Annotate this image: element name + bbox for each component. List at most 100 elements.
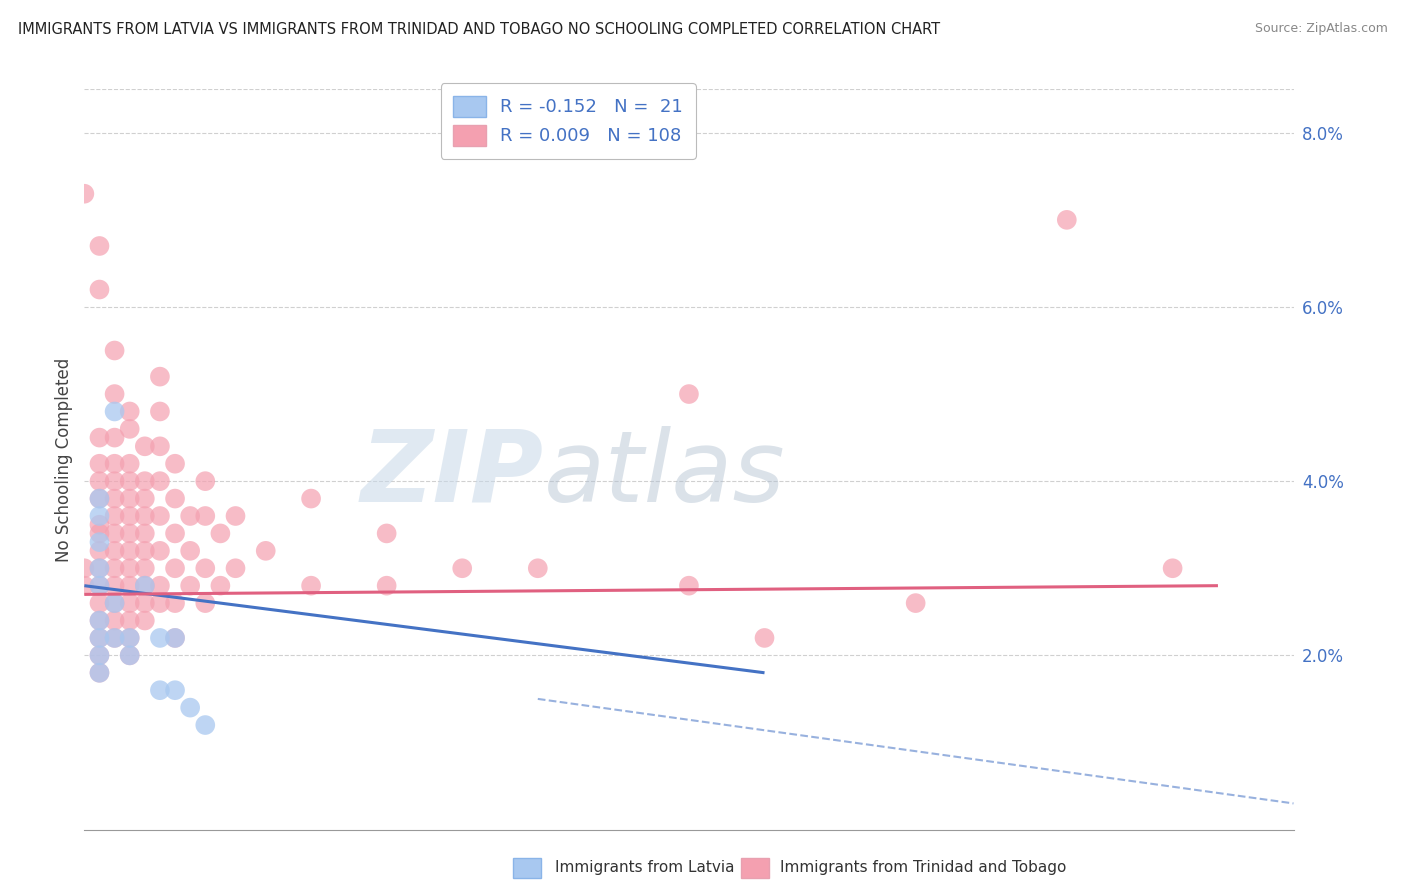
Point	[118, 526, 141, 541]
Point	[149, 544, 172, 558]
Point	[118, 544, 141, 558]
Point	[104, 474, 127, 488]
Point	[89, 561, 111, 575]
Point	[89, 665, 111, 680]
Point	[165, 491, 187, 506]
Point	[134, 579, 156, 593]
Point	[134, 544, 156, 558]
Point	[89, 579, 111, 593]
Text: IMMIGRANTS FROM LATVIA VS IMMIGRANTS FROM TRINIDAD AND TOBAGO NO SCHOOLING COMPL: IMMIGRANTS FROM LATVIA VS IMMIGRANTS FRO…	[18, 22, 941, 37]
Point	[134, 579, 156, 593]
Point	[89, 474, 111, 488]
Point	[134, 439, 156, 453]
Point	[179, 700, 201, 714]
Point	[179, 579, 201, 593]
Point	[89, 491, 111, 506]
Point	[149, 369, 172, 384]
Point	[209, 579, 232, 593]
Point	[149, 439, 172, 453]
Point	[104, 457, 127, 471]
Point	[104, 596, 127, 610]
Point	[104, 614, 127, 628]
Point	[375, 579, 398, 593]
Point	[89, 665, 111, 680]
Point	[134, 491, 156, 506]
Point	[194, 474, 217, 488]
Text: Immigrants from Trinidad and Tobago: Immigrants from Trinidad and Tobago	[780, 860, 1067, 874]
Point	[118, 457, 141, 471]
Point	[118, 614, 141, 628]
Point	[104, 431, 127, 445]
Point	[89, 614, 111, 628]
Point	[89, 457, 111, 471]
Point	[134, 596, 156, 610]
Point	[134, 614, 156, 628]
Point	[89, 544, 111, 558]
Point	[118, 474, 141, 488]
Point	[678, 579, 700, 593]
Point	[194, 561, 217, 575]
Point	[118, 631, 141, 645]
Point	[104, 561, 127, 575]
Point	[149, 596, 172, 610]
Point	[89, 431, 111, 445]
Point	[754, 631, 776, 645]
Point	[225, 508, 247, 523]
Point	[89, 517, 111, 532]
Point	[165, 683, 187, 698]
Point	[134, 561, 156, 575]
Point	[165, 596, 187, 610]
Point	[451, 561, 474, 575]
Point	[134, 508, 156, 523]
Point	[89, 648, 111, 663]
Point	[89, 648, 111, 663]
Point	[165, 561, 187, 575]
Point	[89, 535, 111, 549]
Point	[254, 544, 277, 558]
Point	[104, 508, 127, 523]
Point	[104, 526, 127, 541]
Point	[73, 186, 96, 201]
Point	[104, 343, 127, 358]
Point	[89, 614, 111, 628]
Point	[89, 631, 111, 645]
Point	[134, 474, 156, 488]
Point	[194, 508, 217, 523]
Point	[89, 283, 111, 297]
Point	[165, 631, 187, 645]
Y-axis label: No Schooling Completed: No Schooling Completed	[55, 358, 73, 561]
Point	[165, 526, 187, 541]
Point	[225, 561, 247, 575]
Point	[118, 422, 141, 436]
Point	[89, 579, 111, 593]
Point	[165, 631, 187, 645]
Point	[149, 631, 172, 645]
Point	[678, 387, 700, 401]
Point	[104, 579, 127, 593]
Point	[904, 596, 927, 610]
Text: ZIP: ZIP	[361, 425, 544, 523]
Point	[149, 508, 172, 523]
Point	[118, 596, 141, 610]
Point	[104, 631, 127, 645]
Point	[299, 491, 322, 506]
Point	[194, 596, 217, 610]
Point	[149, 683, 172, 698]
Point	[104, 631, 127, 645]
Text: Source: ZipAtlas.com: Source: ZipAtlas.com	[1254, 22, 1388, 36]
Point	[149, 474, 172, 488]
Point	[118, 491, 141, 506]
Point	[118, 648, 141, 663]
Point	[89, 561, 111, 575]
Point	[104, 404, 127, 418]
Point	[118, 404, 141, 418]
Point	[73, 561, 96, 575]
Point	[89, 508, 111, 523]
Point	[73, 579, 96, 593]
Legend: R = -0.152   N =  21, R = 0.009   N = 108: R = -0.152 N = 21, R = 0.009 N = 108	[440, 84, 696, 159]
Point	[375, 526, 398, 541]
Point	[104, 596, 127, 610]
Point	[149, 579, 172, 593]
Point	[118, 648, 141, 663]
Point	[1161, 561, 1184, 575]
